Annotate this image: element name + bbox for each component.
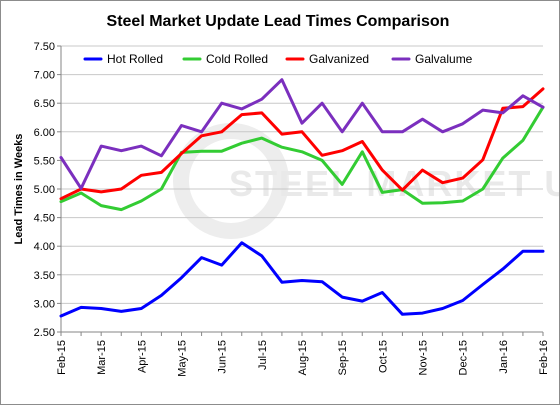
x-tick-label: Feb-15 — [56, 340, 68, 375]
x-tick-label: Oct-15 — [377, 340, 389, 373]
x-tick-label: Jan-16 — [498, 340, 510, 374]
series-line-cold-rolled — [59, 105, 545, 212]
x-tick-label: Dec-15 — [458, 340, 470, 375]
y-tick-label: 4.50 — [34, 213, 55, 225]
y-tick-label: 2.50 — [34, 327, 55, 339]
y-tick-label: 6.00 — [34, 127, 55, 139]
legend: Hot Rolled Cold Rolled Galvanized Galvalume — [83, 52, 473, 66]
x-tick-label: Feb-16 — [538, 340, 550, 375]
y-tick-label: 5.50 — [34, 155, 55, 167]
x-tick-label: Jun-15 — [217, 340, 229, 374]
x-tick-label: Nov-15 — [418, 340, 430, 375]
y-tick-label: 7.00 — [34, 70, 55, 82]
legend-label: Cold Rolled — [206, 52, 268, 66]
grid-lines — [61, 45, 543, 333]
y-tick-label: 3.00 — [34, 298, 55, 310]
legend-label: Galvanized — [309, 52, 369, 66]
series-line-hot-rolled — [59, 241, 545, 318]
series-lines — [59, 78, 545, 318]
y-tick-label: 3.50 — [34, 270, 55, 282]
x-tick-label: Mar-15 — [96, 340, 108, 375]
x-tick-label: Sep-15 — [337, 340, 349, 375]
y-axis-title: Lead Times in Weeks — [13, 134, 25, 245]
legend-label: Galvalume — [415, 52, 473, 66]
chart-title: Steel Market Update Lead Times Compariso… — [107, 13, 450, 30]
x-tick-label: Aug-15 — [297, 340, 309, 375]
legend-label: Hot Rolled — [107, 52, 163, 66]
x-tick-label: Jul-15 — [257, 340, 269, 370]
x-tick-label: May-15 — [177, 340, 189, 377]
y-tick-label: 4.00 — [34, 241, 55, 253]
axes: 2.50 3.00 3.50 4.00 4.50 5.00 5.50 6.00 6.50 7.00… — [34, 41, 550, 377]
x-tick-label: Apr-15 — [136, 340, 148, 373]
series-line-galvanized — [59, 87, 545, 201]
y-tick-label: 5.00 — [34, 184, 55, 196]
y-tick-label: 6.50 — [34, 98, 55, 110]
series-line-galvalume — [59, 78, 545, 190]
watermark-logo: STEEL MARKET UPDATE — [173, 123, 559, 239]
y-tick-label: 7.50 — [34, 41, 55, 53]
